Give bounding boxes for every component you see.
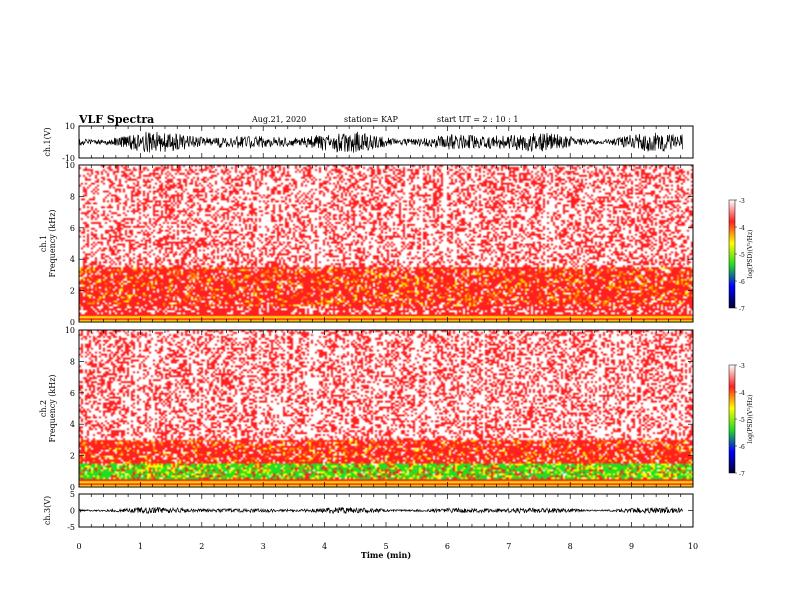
colorbar — [728, 364, 736, 474]
y-tick-label: 0 — [70, 483, 75, 492]
x-axis-label: Time (min) — [361, 550, 411, 560]
colorbar-tick-label: -3 — [739, 198, 745, 205]
x-tick-label: 4 — [322, 542, 327, 551]
y-axis-label: Frequency (kHz) — [48, 374, 57, 442]
y-tick-label: 10 — [65, 122, 75, 131]
x-tick-label: 8 — [568, 542, 573, 551]
y-axis-label: Frequency (kHz) — [48, 209, 57, 277]
y-tick-label: 0 — [70, 318, 75, 327]
colorbar-tick-label: -4 — [739, 390, 745, 397]
y-tick-label: 2 — [70, 287, 75, 296]
y-tick-label: 8 — [70, 357, 75, 366]
y-tick-label: 4 — [70, 420, 75, 429]
station-label: station= KAP — [344, 115, 398, 124]
y-axis-label: ch.3(V) — [43, 496, 52, 525]
y-tick-label: -10 — [62, 154, 75, 163]
x-tick-label: 2 — [199, 542, 204, 551]
figure-title: VLF Spectra — [79, 113, 155, 126]
ch1-spectrogram-image — [79, 165, 693, 322]
waveform-traces — [78, 131, 683, 515]
colorbar-tick-label: -4 — [739, 225, 745, 232]
x-tick-label: 9 — [629, 542, 634, 551]
y-tick-label: 6 — [70, 224, 75, 233]
colorbar-label: log(PSD)(V²/Hz) — [747, 230, 754, 279]
y-tick-label: 6 — [70, 389, 75, 398]
y-axis-label: ch.1 — [39, 235, 48, 252]
x-tick-label: 6 — [445, 542, 450, 551]
y-axis-label: ch.2 — [39, 400, 48, 417]
ch1-waveform-trace — [78, 131, 683, 153]
colorbar-tick-label: -6 — [739, 279, 745, 286]
colorbar-tick-label: -5 — [739, 417, 745, 424]
colorbar-tick-label: -7 — [739, 306, 745, 313]
x-tick-label: 0 — [76, 542, 81, 551]
y-tick-label: 2 — [70, 452, 75, 461]
x-tick-label: 5 — [383, 542, 388, 551]
x-tick-label: 10 — [688, 542, 698, 551]
y-tick-label: 0 — [70, 507, 75, 516]
observation-date: Aug.21, 2020 — [252, 115, 307, 124]
colorbar-tick-label: -5 — [739, 252, 745, 259]
y-tick-label: 4 — [70, 255, 75, 264]
ch3-waveform-trace — [78, 506, 683, 515]
colorbar-tick-label: -7 — [739, 471, 745, 478]
colorbar-tick-label: -6 — [739, 444, 745, 451]
x-tick-label: 7 — [506, 542, 511, 551]
spectrogram-images — [79, 165, 693, 487]
ch2-spectrogram-image — [79, 330, 693, 487]
y-tick-label: 10 — [65, 161, 75, 170]
y-tick-label: 8 — [70, 192, 75, 201]
colorbar-label: log(PSD)(V²/Hz) — [747, 395, 754, 444]
x-tick-label: 3 — [261, 542, 266, 551]
x-tick-label: 1 — [138, 542, 143, 551]
colorbar — [728, 199, 736, 309]
y-tick-label: 5 — [70, 490, 75, 499]
start-time-label: start UT = 2 : 10 : 1 — [437, 115, 519, 124]
y-axis-label: ch.1(V) — [43, 127, 52, 156]
axes-layer — [78, 125, 737, 528]
y-tick-label: 10 — [65, 326, 75, 335]
colorbar-tick-label: -3 — [739, 363, 745, 370]
y-tick-label: -5 — [67, 523, 75, 532]
